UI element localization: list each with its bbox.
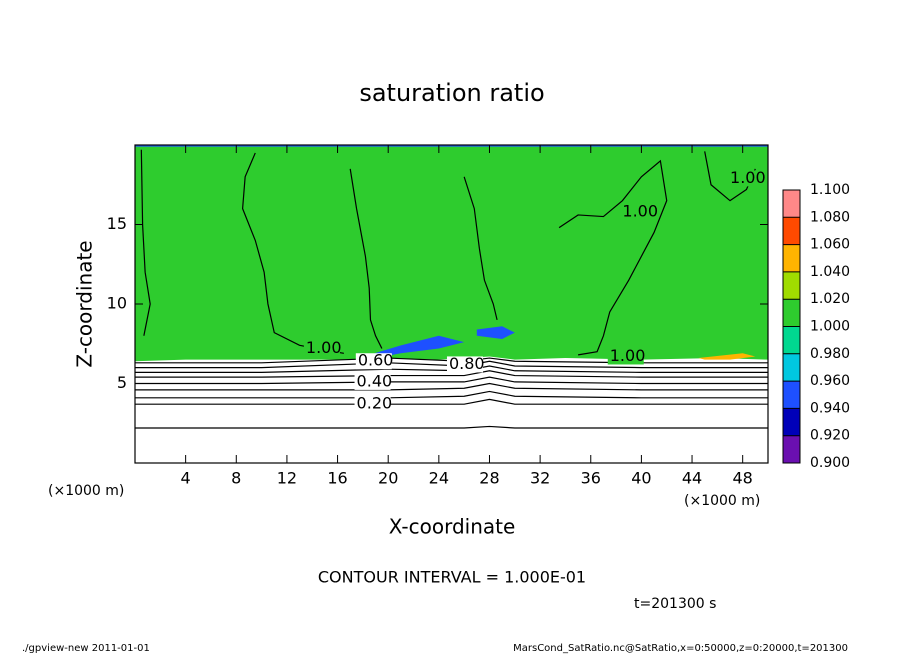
colorbar-label: 0.920: [810, 428, 850, 444]
y-axis-label: Z-coordinate: [73, 240, 97, 367]
colorbar-band: [783, 244, 800, 272]
y-tick-label: 10: [107, 294, 127, 313]
y-tick-label: 15: [107, 214, 127, 233]
contour-label-bg: [446, 356, 483, 373]
colorbar-band: [783, 299, 800, 327]
x-unit: (×1000 m): [684, 493, 760, 509]
chart-title: saturation ratio: [359, 79, 544, 107]
colorbar-band: [783, 408, 800, 436]
x-tick-label: 32: [530, 469, 550, 488]
colorbar-band: [783, 435, 800, 463]
contour-line: [135, 390, 768, 399]
colorbar-band: [783, 326, 800, 354]
colorbar-band: [783, 190, 800, 218]
filled-region: [698, 353, 756, 360]
footer-right: MarsCond_SatRatio.nc@SatRatio,x=0:50000,…: [513, 643, 848, 654]
contour-label: 0.40: [357, 371, 393, 390]
contour-line: [135, 425, 768, 429]
x-tick-label: 36: [581, 469, 601, 488]
contour-label: 1.00: [610, 346, 646, 365]
colorbar-band: [783, 353, 800, 382]
contour-label-bg: [620, 203, 657, 220]
contour-line: [135, 398, 768, 405]
contour-interval: CONTOUR INTERVAL = 1.000E-01: [318, 568, 586, 587]
colorbar-label: 0.960: [810, 373, 850, 389]
colorbar-label: 0.980: [810, 346, 850, 362]
colorbar-label: 1.020: [810, 291, 850, 307]
x-tick-label: 8: [231, 469, 241, 488]
contour-line: [349, 168, 383, 349]
x-tick-label: 48: [733, 469, 753, 488]
overlay: 4 8 12 16 20 24 28 32 36 40 44 48510150.9000.9200.9…: [107, 144, 850, 488]
x-tick-label: 28: [479, 469, 499, 488]
colorbar-band: [783, 381, 800, 409]
filled-region: [369, 335, 465, 359]
plot-area: 1.00 1.00 1.00 1.00 0.600.40 0.20 0.80: [135, 145, 768, 429]
contour-line: [140, 149, 151, 336]
contour-label-bg: [354, 373, 391, 390]
x-tick-label: 12: [277, 469, 297, 488]
filled-region: [476, 326, 515, 339]
contour-line: [463, 176, 498, 321]
contour-label-bg: [355, 353, 392, 370]
x-tick-label: 40: [631, 469, 651, 488]
contour-label: 0.80: [449, 354, 485, 373]
y-tick-label: 5: [117, 373, 127, 392]
colorbar-band: [783, 217, 800, 245]
x-tick-label: 20: [378, 469, 398, 488]
footer-left: ./gpview-new 2011-01-01: [22, 643, 150, 654]
x-tick-label: 44: [682, 469, 702, 488]
contour-line: [135, 382, 768, 391]
contour-label: 1.00: [730, 168, 766, 187]
y-unit: (×1000 m): [48, 483, 124, 499]
x-tick-label: 4: [181, 469, 191, 488]
contour-label-bg: [303, 340, 340, 357]
colorbar-label: 1.000: [810, 319, 850, 335]
colorbar-label: 0.940: [810, 400, 850, 416]
contour-label-bg: [354, 396, 391, 413]
filled-region: [135, 145, 768, 362]
colorbar-band: [783, 271, 800, 300]
contour-label: 1.00: [306, 338, 342, 357]
x-axis-label: X-coordinate: [389, 515, 516, 539]
time-label: t=201300 s: [634, 596, 716, 612]
x-tick-label: 24: [429, 469, 449, 488]
colorbar-label: 0.900: [810, 455, 850, 471]
colorbar-label: 1.060: [810, 237, 850, 253]
contour-label-bg: [607, 348, 644, 365]
contour-line: [135, 376, 768, 385]
contour-label: 0.20: [357, 394, 393, 413]
contour-line: [558, 159, 668, 356]
contour-label: 0.60: [358, 351, 394, 370]
colorbar-label: 1.100: [810, 182, 850, 198]
colorbar-label: 1.080: [810, 209, 850, 225]
colorbar-label: 1.040: [810, 264, 850, 280]
contour-label: 1.00: [622, 201, 658, 220]
contour-label-bg: [728, 170, 765, 187]
x-tick-label: 16: [327, 469, 347, 488]
contour-line: [135, 370, 768, 378]
